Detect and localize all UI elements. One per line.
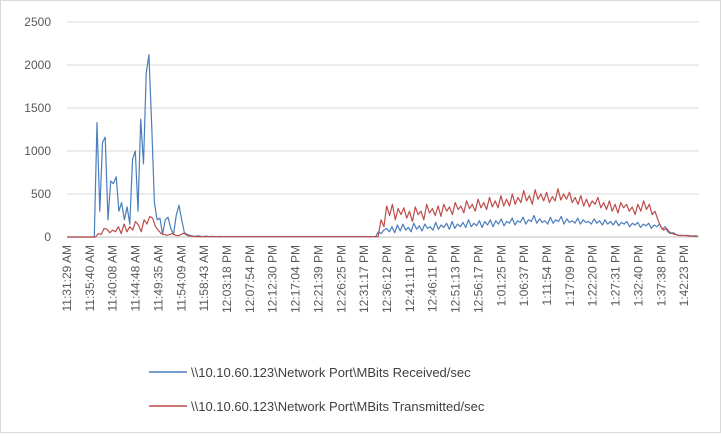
x-tick-label: 1:06:37 PM [517, 245, 531, 306]
x-tick-label: 1:01:25 PM [494, 245, 508, 306]
x-tick-label: 1:32:40 PM [631, 245, 645, 306]
x-tick-label: 11:44:48 AM [129, 245, 143, 312]
x-tick-label: 12:46:11 PM [426, 245, 440, 312]
x-tick-label: 12:12:30 PM [266, 245, 280, 313]
x-tick-label: 12:17:04 PM [289, 245, 303, 313]
y-axis: 0 500 1000 1500 2000 2500 [24, 15, 51, 244]
x-tick-label: 1:37:38 PM [654, 245, 668, 306]
x-tick-label: 1:11:54 PM [540, 245, 554, 305]
x-tick-label: 11:40:08 AM [106, 245, 120, 312]
legend: \\10.10.60.123\Network Port\MBits Receiv… [149, 365, 485, 414]
x-tick-label: 1:17:09 PM [563, 245, 577, 306]
x-tick-label: 12:56:17 PM [471, 245, 485, 313]
legend-label-2: \\10.10.60.123\Network Port\MBits Transm… [191, 399, 485, 414]
x-tick-label: 11:49:35 AM [151, 245, 165, 312]
y-tick-label: 2500 [24, 15, 51, 29]
legend-label-1: \\10.10.60.123\Network Port\MBits Receiv… [191, 365, 471, 380]
x-tick-label: 11:58:43 AM [197, 245, 211, 312]
x-tick-label: 12:03:18 PM [220, 245, 234, 313]
x-tick-label: 11:31:29 AM [60, 245, 74, 312]
x-tick-label: 11:35:40 AM [83, 245, 97, 312]
x-tick-label: 1:27:31 PM [609, 245, 623, 306]
y-tick-label: 1500 [24, 101, 51, 115]
x-axis: 11:31:29 AM 11:35:40 AM 11:40:08 AM 11:44:4… [60, 236, 699, 313]
x-tick-label: 12:31:17 PM [357, 245, 371, 313]
x-tick-label: 12:26:25 PM [334, 245, 348, 313]
y-tick-label: 0 [44, 230, 51, 244]
y-tick-label: 500 [31, 187, 51, 201]
y-tick-label: 1000 [24, 144, 51, 158]
x-tick-label: 12:51:13 PM [449, 245, 463, 313]
series-lines [67, 54, 698, 238]
x-tick-label: 12:07:54 PM [243, 245, 257, 313]
x-tick-label: 1:22:20 PM [586, 245, 600, 306]
x-tick-label: 11:54:09 AM [174, 245, 188, 312]
gridlines [67, 21, 699, 195]
series-line-2 [67, 188, 698, 238]
y-tick-label: 2000 [24, 58, 51, 72]
x-tick-label: 12:36:12 PM [380, 245, 394, 313]
x-tick-label: 12:21:39 PM [311, 245, 325, 313]
series-line-1 [67, 54, 698, 238]
x-tick-label: 12:41:11 PM [403, 245, 417, 312]
x-tick-label: 1:42:23 PM [677, 245, 691, 306]
